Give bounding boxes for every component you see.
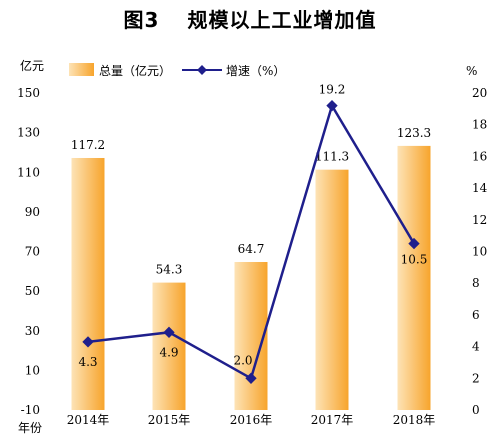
x-tick: 2017年 xyxy=(311,413,354,427)
y-left-tick: 90 xyxy=(25,205,40,219)
y-left-tick-labels: -10 10 30 50 70 90 110 130 150 xyxy=(17,86,40,417)
y-left-tick: -10 xyxy=(21,403,40,417)
y-right-tick: 18 xyxy=(472,118,487,132)
figure-title-text: 规模以上工业增加值 xyxy=(187,8,377,32)
bar xyxy=(71,157,105,410)
bar-series xyxy=(71,145,431,411)
line-value-label: 19.2 xyxy=(319,83,346,97)
line-point-marker xyxy=(163,326,175,338)
y-left-unit-label: 亿元 xyxy=(20,58,44,73)
bar-value-label: 123.3 xyxy=(397,126,431,140)
line-value-label: 2.0 xyxy=(233,353,252,367)
y-right-tick: 14 xyxy=(472,181,488,195)
line-point-marker xyxy=(245,372,257,384)
bar xyxy=(315,169,349,410)
y-left-tick: 30 xyxy=(25,324,40,338)
legend: 总量（亿元） 增速（%） xyxy=(69,63,285,78)
x-tick: 2016年 xyxy=(230,413,273,427)
y-right-tick: 4 xyxy=(472,340,480,354)
y-left-tick: 70 xyxy=(25,245,40,259)
y-right-tick: 10 xyxy=(472,245,487,259)
x-tick-labels: 2014年 2015年 2016年 2017年 2018年 xyxy=(67,413,436,427)
figure-number: 图3 xyxy=(123,8,160,32)
y-right-tick: 0 xyxy=(472,403,480,417)
legend-bar-swatch xyxy=(69,63,94,76)
line-value-label: 4.9 xyxy=(159,345,178,359)
line-value-label: 10.5 xyxy=(401,253,428,267)
y-right-unit-label: % xyxy=(466,64,477,78)
bar-value-label: 117.2 xyxy=(71,138,105,152)
y-left-tick: 150 xyxy=(17,86,40,100)
y-left-tick: 130 xyxy=(17,126,40,140)
y-right-tick: 12 xyxy=(472,213,487,227)
line-point-marker xyxy=(408,237,420,250)
bar-data-labels: 117.2 54.3 64.7 111.3 123.3 xyxy=(71,126,431,277)
bar-value-label: 64.7 xyxy=(238,242,265,256)
y-right-tick: 6 xyxy=(472,308,480,322)
line-value-label: 4.3 xyxy=(78,355,97,369)
y-right-tick: 20 xyxy=(472,86,487,100)
x-axis-label: 年份 xyxy=(18,421,42,435)
bar-value-label: 111.3 xyxy=(315,150,349,164)
y-right-tick-labels: 0 2 4 6 8 10 12 14 16 18 20 xyxy=(472,86,488,417)
y-left-tick: 50 xyxy=(25,284,40,298)
x-tick: 2018年 xyxy=(393,413,436,427)
y-left-tick: 110 xyxy=(17,165,40,179)
line-point-marker xyxy=(326,100,338,112)
y-left-tick: 10 xyxy=(25,363,40,377)
x-tick: 2015年 xyxy=(148,413,191,427)
x-tick: 2014年 xyxy=(67,413,110,427)
legend-line-marker xyxy=(197,65,207,75)
y-right-tick: 16 xyxy=(472,149,487,163)
y-right-tick: 2 xyxy=(472,371,480,385)
line-data-labels: 4.3 4.9 2.0 19.2 10.5 xyxy=(78,83,427,369)
legend-line-label: 增速（%） xyxy=(226,64,285,78)
bar xyxy=(234,262,268,410)
legend-bar-label: 总量（亿元） xyxy=(99,63,171,78)
chart-title: 图3 规模以上工业增加值 xyxy=(0,4,500,33)
bar xyxy=(152,282,186,410)
y-right-tick: 8 xyxy=(472,276,480,290)
bar-value-label: 54.3 xyxy=(156,263,183,277)
bar xyxy=(397,145,431,411)
